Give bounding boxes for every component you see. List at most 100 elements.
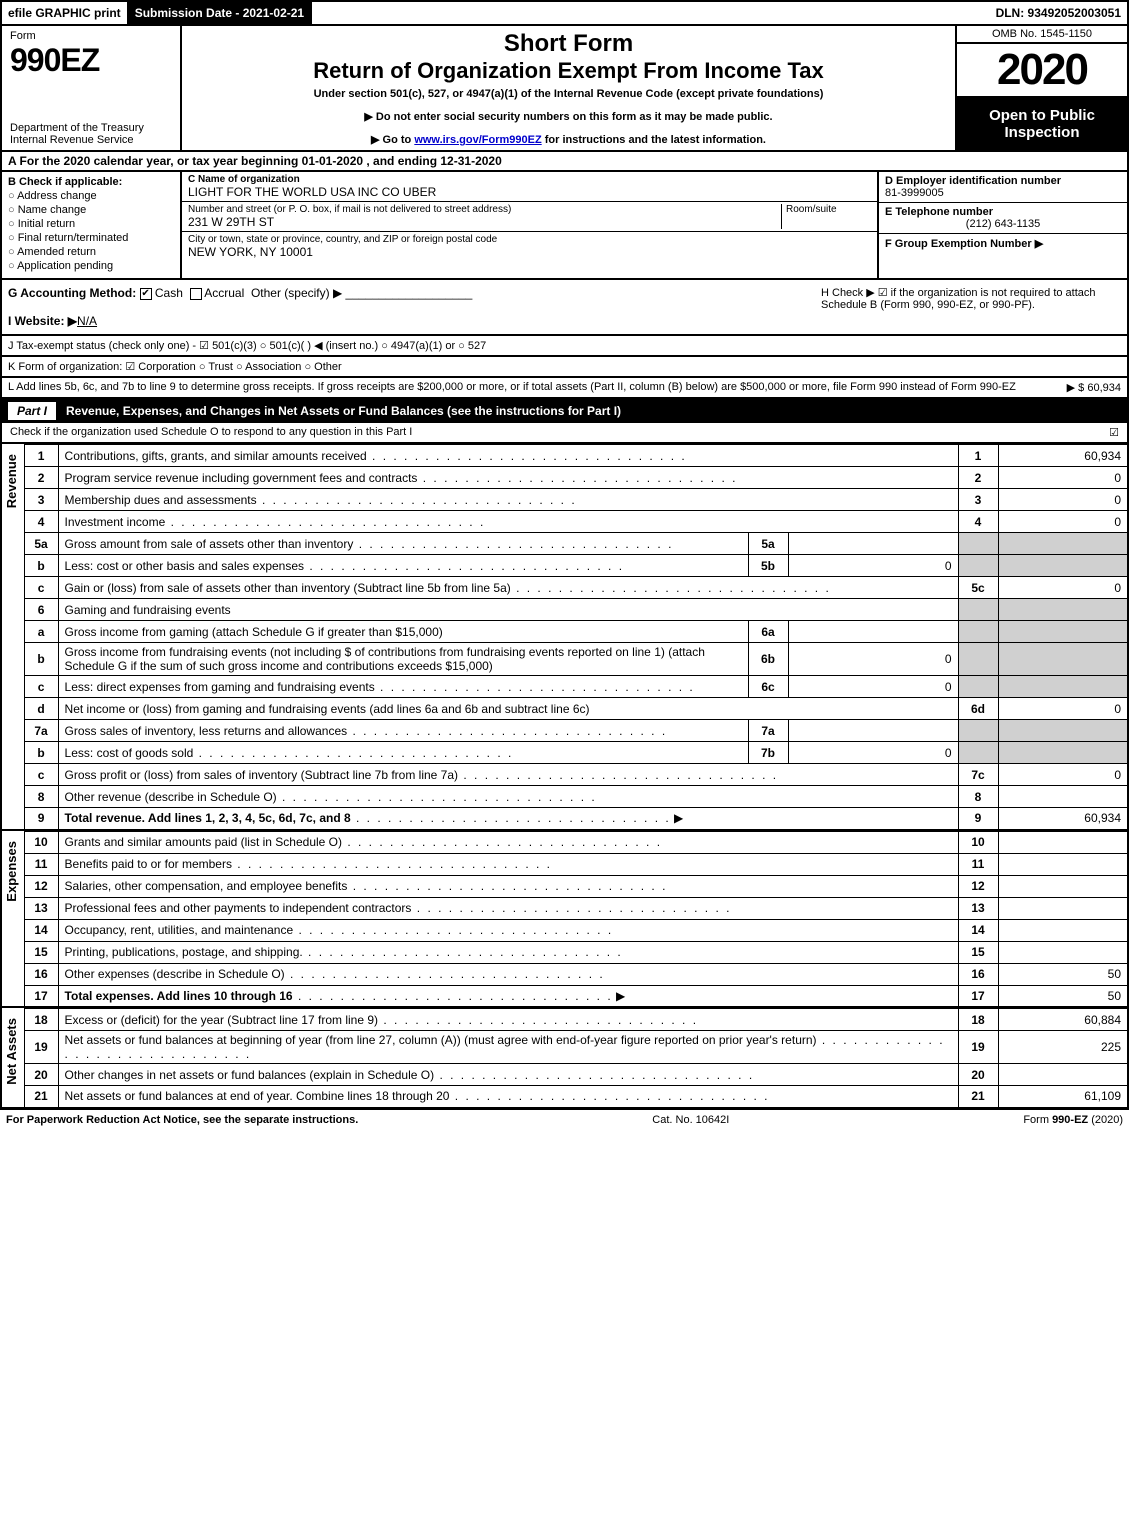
part1-note: Check if the organization used Schedule … xyxy=(0,423,1129,444)
netassets-table: 18Excess or (deficit) for the year (Subt… xyxy=(24,1008,1129,1109)
g-label: G Accounting Method: xyxy=(8,286,136,300)
line-12: 12Salaries, other compensation, and empl… xyxy=(24,875,1128,897)
c-name-row: C Name of organization LIGHT FOR THE WOR… xyxy=(182,172,877,202)
line-6: 6Gaming and fundraising events xyxy=(24,599,1128,621)
g-cash: Cash xyxy=(155,286,183,300)
chk-cash[interactable] xyxy=(140,288,152,300)
d-value: 81-3999005 xyxy=(885,187,944,199)
chk-amended-return[interactable]: Amended return xyxy=(8,246,174,258)
g-accrual: Accrual xyxy=(204,286,244,300)
footer-left: For Paperwork Reduction Act Notice, see … xyxy=(6,1114,358,1126)
footer-mid: Cat. No. 10642I xyxy=(652,1114,729,1126)
chk-initial-return[interactable]: Initial return xyxy=(8,218,174,230)
line-18: 18Excess or (deficit) for the year (Subt… xyxy=(24,1009,1128,1031)
goto-note: ▶ Go to www.irs.gov/Form990EZ for instru… xyxy=(192,133,945,146)
c-room-label: Room/suite xyxy=(786,204,871,215)
chk-address-change[interactable]: Address change xyxy=(8,190,174,202)
page-footer: For Paperwork Reduction Act Notice, see … xyxy=(0,1109,1129,1130)
c-city-row: City or town, state or province, country… xyxy=(182,232,877,261)
tax-year: 2020 xyxy=(957,44,1127,98)
line-21: 21Net assets or fund balances at end of … xyxy=(24,1086,1128,1108)
irs-link[interactable]: www.irs.gov/Form990EZ xyxy=(414,134,541,146)
netassets-vlabel: Net Assets xyxy=(0,1008,24,1109)
i-value: N/A xyxy=(77,314,97,328)
chk-accrual[interactable] xyxy=(190,288,202,300)
department-label: Department of the Treasury Internal Reve… xyxy=(10,112,172,146)
revenue-section: Revenue 1Contributions, gifts, grants, a… xyxy=(0,444,1129,831)
col-c-org-info: C Name of organization LIGHT FOR THE WOR… xyxy=(182,172,877,278)
e-phone: E Telephone number (212) 643-1135 xyxy=(879,203,1127,234)
line-7a: 7aGross sales of inventory, less returns… xyxy=(24,720,1128,742)
line-11: 11Benefits paid to or for members11 xyxy=(24,853,1128,875)
c-city-value: NEW YORK, NY 10001 xyxy=(188,245,871,259)
f-group-exemption: F Group Exemption Number ▶ xyxy=(879,234,1127,278)
part1-tag: Part I xyxy=(8,402,56,420)
chk-final-return[interactable]: Final return/terminated xyxy=(8,232,174,244)
part1-note-chk[interactable]: ☑ xyxy=(1109,426,1119,439)
line-13: 13Professional fees and other payments t… xyxy=(24,897,1128,919)
i-label: I Website: ▶ xyxy=(8,314,77,328)
part1-note-text: Check if the organization used Schedule … xyxy=(10,426,412,439)
header-center: Short Form Return of Organization Exempt… xyxy=(182,26,957,150)
line-9: 9Total revenue. Add lines 1, 2, 3, 4, 5c… xyxy=(24,808,1128,830)
d-ein: D Employer identification number 81-3999… xyxy=(879,172,1127,203)
line-6a: aGross income from gaming (attach Schedu… xyxy=(24,621,1128,643)
line-7c: cGross profit or (loss) from sales of in… xyxy=(24,764,1128,786)
c-name-value: LIGHT FOR THE WORLD USA INC CO UBER xyxy=(188,185,871,199)
l-text: L Add lines 5b, 6c, and 7b to line 9 to … xyxy=(8,381,1057,394)
form-number: 990EZ xyxy=(10,42,172,79)
d-label: D Employer identification number xyxy=(885,175,1061,187)
subtitle-section: Under section 501(c), 527, or 4947(a)(1)… xyxy=(192,88,945,100)
line-19: 19Net assets or fund balances at beginni… xyxy=(24,1031,1128,1064)
line-8: 8Other revenue (describe in Schedule O)8 xyxy=(24,786,1128,808)
c-street-row: Number and street (or P. O. box, if mail… xyxy=(182,202,877,232)
line-5b: bLess: cost or other basis and sales exp… xyxy=(24,555,1128,577)
part1-bar: Part I Revenue, Expenses, and Changes in… xyxy=(0,399,1129,423)
l-amount: ▶ $ 60,934 xyxy=(1057,381,1121,394)
block-bcdef: B Check if applicable: Address change Na… xyxy=(0,172,1129,280)
chk-name-change[interactable]: Name change xyxy=(8,204,174,216)
row-a-tax-year: A For the 2020 calendar year, or tax yea… xyxy=(0,152,1129,172)
topbar-spacer xyxy=(312,2,989,24)
c-street-value: 231 W 29TH ST xyxy=(188,215,781,229)
line-17: 17Total expenses. Add lines 10 through 1… xyxy=(24,985,1128,1007)
c-city-label: City or town, state or province, country… xyxy=(188,234,871,245)
f-label: F Group Exemption Number ▶ xyxy=(885,238,1043,250)
title-short-form: Short Form xyxy=(192,30,945,58)
submission-date-button[interactable]: Submission Date - 2021-02-21 xyxy=(129,2,312,24)
c-street-label: Number and street (or P. O. box, if mail… xyxy=(188,204,781,215)
form-header: Form 990EZ Department of the Treasury In… xyxy=(0,26,1129,152)
e-value: (212) 643-1135 xyxy=(885,218,1121,230)
revenue-vlabel: Revenue xyxy=(0,444,24,831)
netassets-section: Net Assets 18Excess or (deficit) for the… xyxy=(0,1008,1129,1109)
header-left: Form 990EZ Department of the Treasury In… xyxy=(2,26,182,150)
col-def: D Employer identification number 81-3999… xyxy=(877,172,1127,278)
revenue-table: 1Contributions, gifts, grants, and simil… xyxy=(24,444,1129,831)
row-ghi: G Accounting Method: Cash Accrual Other … xyxy=(0,280,1129,336)
line-1: 1Contributions, gifts, grants, and simil… xyxy=(24,445,1128,467)
b-title: B Check if applicable: xyxy=(8,176,174,188)
line-14: 14Occupancy, rent, utilities, and mainte… xyxy=(24,919,1128,941)
ssn-note: ▶ Do not enter social security numbers o… xyxy=(192,110,945,123)
c-name-label: C Name of organization xyxy=(188,174,871,185)
line-5a: 5aGross amount from sale of assets other… xyxy=(24,533,1128,555)
line-7b: bLess: cost of goods sold7b0 xyxy=(24,742,1128,764)
col-b-checkboxes: B Check if applicable: Address change Na… xyxy=(2,172,182,278)
efile-print-label: efile GRAPHIC print xyxy=(2,2,129,24)
omb-number: OMB No. 1545-1150 xyxy=(957,26,1127,44)
line-10: 10Grants and similar amounts paid (list … xyxy=(24,831,1128,853)
title-return: Return of Organization Exempt From Incom… xyxy=(192,58,945,84)
row-l-gross-receipts: L Add lines 5b, 6c, and 7b to line 9 to … xyxy=(0,378,1129,399)
row-j-tax-exempt: J Tax-exempt status (check only one) - ☑… xyxy=(0,336,1129,357)
expenses-section: Expenses 10Grants and similar amounts pa… xyxy=(0,831,1129,1009)
row-k-form-org: K Form of organization: ☑ Corporation ○ … xyxy=(0,357,1129,378)
line-4: 4Investment income40 xyxy=(24,511,1128,533)
dln-label: DLN: 93492052003051 xyxy=(990,2,1127,24)
chk-application-pending[interactable]: Application pending xyxy=(8,260,174,272)
e-label: E Telephone number xyxy=(885,206,993,218)
goto-pre: ▶ Go to xyxy=(371,134,414,146)
line-16: 16Other expenses (describe in Schedule O… xyxy=(24,963,1128,985)
expenses-table: 10Grants and similar amounts paid (list … xyxy=(24,831,1129,1009)
form-word: Form xyxy=(10,30,172,42)
line-3: 3Membership dues and assessments30 xyxy=(24,489,1128,511)
